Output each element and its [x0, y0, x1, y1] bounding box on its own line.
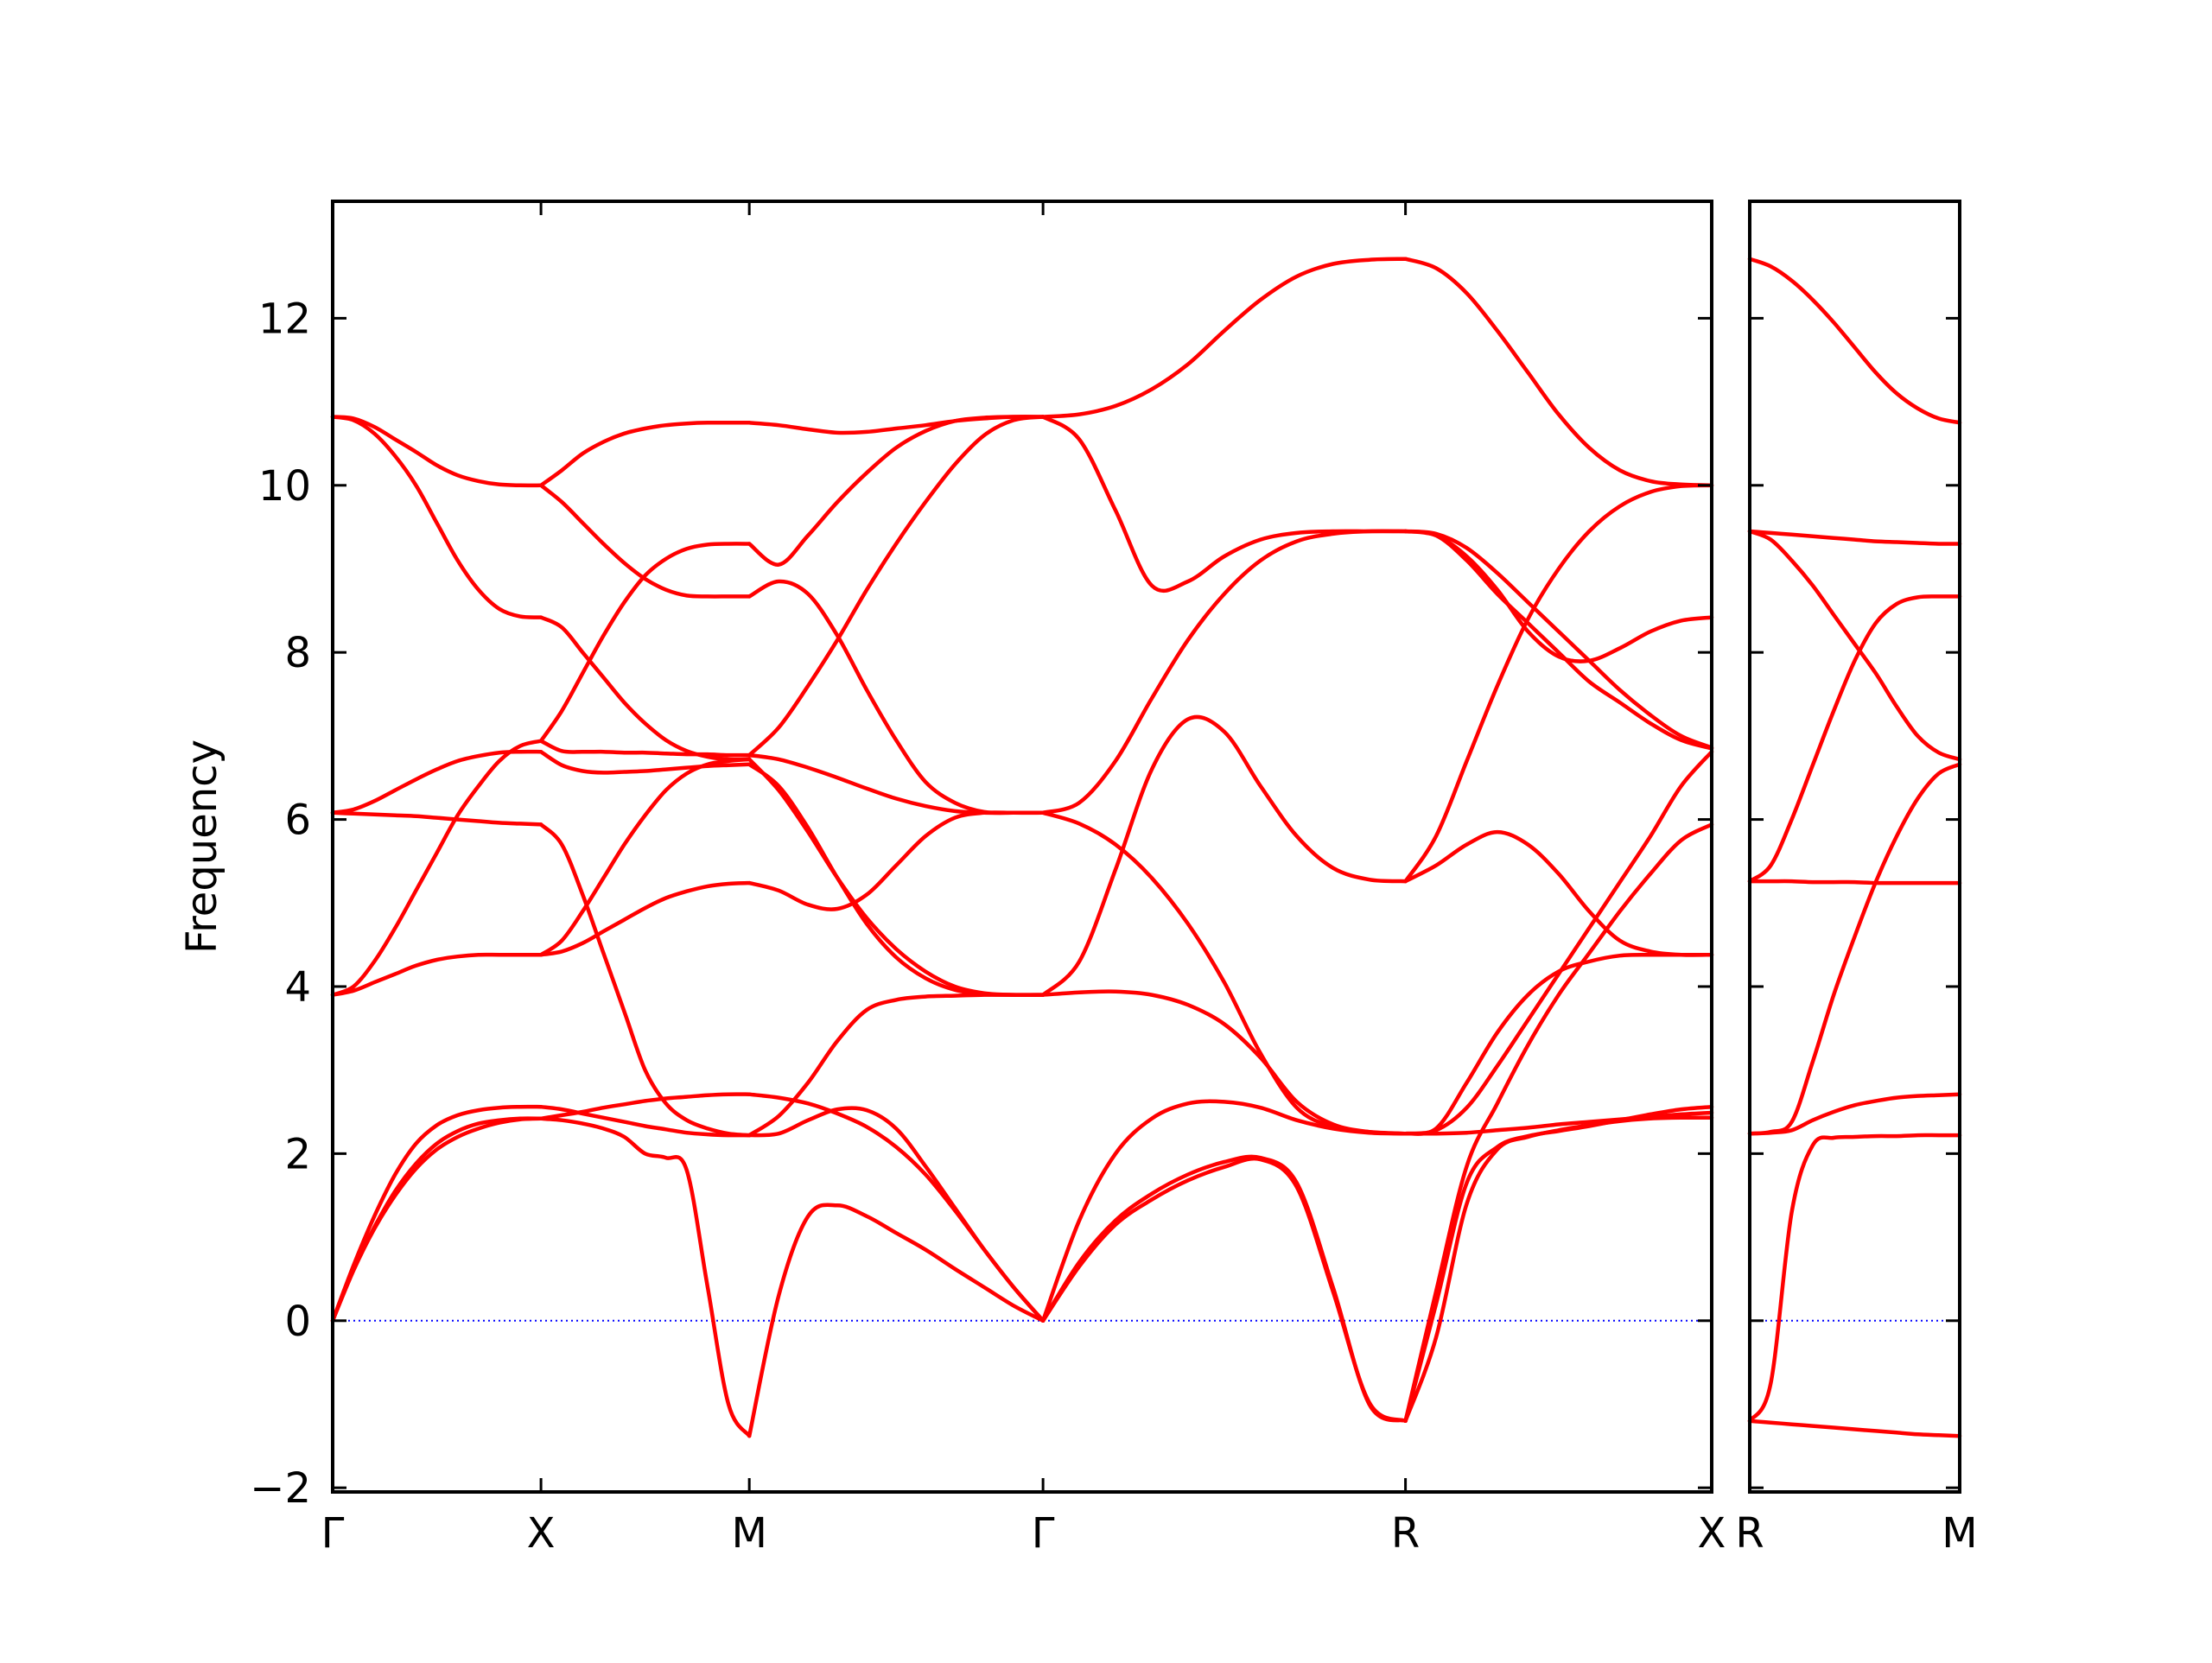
x-tick-label-main-panel-1: X	[527, 1509, 556, 1558]
phonon-band-side-panel-seg0-b5	[1747, 594, 1962, 884]
phonon-band-main-panel-seg0-b1	[330, 1116, 543, 1323]
phonon-band-main-panel-seg1-b8	[538, 542, 752, 743]
phonon-band-main-panel-seg2-b11	[747, 415, 1046, 435]
main-panel-bands	[330, 257, 1714, 1438]
phonon-band-main-panel-seg0-b3	[330, 952, 543, 997]
phonon-band-main-panel-seg3-b4	[1040, 810, 1408, 1136]
x-tick-label-main-panel-5: X	[1698, 1509, 1726, 1558]
phonon-band-main-panel-seg0-b8	[330, 415, 543, 488]
y-tick-label: 8	[284, 629, 311, 677]
phonon-band-main-panel-seg4-b6	[1403, 829, 1714, 957]
phonon-band-side-panel-seg0-b3	[1747, 762, 1962, 1136]
y-tick-label: 10	[258, 462, 311, 511]
phonon-band-main-panel-seg4-b11	[1403, 257, 1714, 488]
phonon-band-main-panel-seg0-b5	[330, 810, 543, 827]
phonon-band-main-panel-seg4-b3	[1403, 822, 1714, 1424]
phonon-band-main-panel-seg2-b6	[747, 762, 1046, 997]
phonon-band-main-panel-seg4-b1	[1403, 1104, 1714, 1424]
phonon-band-main-panel-seg1-b4	[538, 880, 752, 957]
side-panel-ticks	[1748, 201, 1961, 1492]
x-tick-label-main-panel-2: M	[731, 1509, 766, 1558]
phonon-band-main-panel-seg2-b8	[747, 415, 1046, 758]
phonon-band-main-panel-seg1-b6	[538, 749, 752, 775]
phonon-band-main-panel-seg0-b4	[330, 739, 543, 997]
x-tick-label-main-panel-3: Γ	[1032, 1509, 1055, 1558]
phonon-band-side-panel-seg0-b8	[1747, 257, 1962, 425]
phonon-band-main-panel-seg3-b8	[1040, 257, 1408, 419]
y-tick-labels: −2 0 2 4 6 8 10 12	[250, 295, 311, 1513]
phonon-band-main-panel-seg4-b8	[1403, 529, 1714, 663]
phonon-band-side-panel-seg0-b0	[1747, 1419, 1962, 1438]
y-tick-label: 4	[284, 963, 311, 1012]
side-panel-frame	[1748, 200, 1961, 1494]
phonon-band-main-panel-seg3-b1	[1040, 1156, 1408, 1424]
phonon-band-side-panel-seg0-b7	[1747, 529, 1962, 546]
phonon-band-main-panel-seg2-b9	[747, 579, 1046, 816]
phonon-band-main-panel-seg4-b9	[1403, 529, 1714, 751]
x-tick-label-side-panel-1: M	[1942, 1509, 1977, 1558]
phonon-band-main-panel-seg1-b2	[538, 1104, 752, 1138]
side-panel	[1747, 200, 1962, 1494]
y-tick-label: 0	[284, 1298, 311, 1346]
y-tick-label: 12	[258, 295, 311, 343]
phonon-band-main-panel-seg4-b10	[1403, 529, 1714, 750]
phonon-band-main-panel-seg4-b2	[1403, 1110, 1714, 1136]
phonon-band-side-panel-seg0-b2	[1747, 1092, 1962, 1136]
phonon-band-main-panel-seg0-b6	[330, 749, 543, 816]
y-tick-label: 2	[284, 1130, 311, 1178]
phonon-band-side-panel-seg0-b6	[1747, 529, 1962, 762]
phonon-band-main-panel-seg1-b7	[538, 739, 752, 758]
phonon-band-main-panel-seg2-b2	[747, 1092, 1046, 1323]
phonon-band-side-panel-seg0-b4	[1747, 879, 1962, 885]
phonon-band-side-panel-seg0-b1	[1747, 1133, 1962, 1424]
phonon-band-main-panel-seg1-b1	[538, 1116, 752, 1438]
phonon-band-main-panel-seg0-b7	[330, 415, 543, 619]
x-tick-label-side-panel-0: R	[1735, 1509, 1764, 1558]
phonon-band-main-panel-seg1-b11	[538, 420, 752, 488]
side-panel-bands	[1747, 257, 1962, 1438]
phonon-band-main-panel-seg2-b0	[747, 1203, 1046, 1438]
phonon-band-main-panel-seg1-b3	[538, 822, 752, 1138]
main-panel-frame	[331, 200, 1713, 1494]
y-tick-label: −2	[250, 1464, 311, 1513]
phonon-band-main-panel-seg3-b7	[1040, 415, 1408, 593]
x-tick-label-main-panel-0: Γ	[321, 1509, 345, 1558]
y-tick-label: 6	[284, 797, 311, 845]
main-panel	[330, 200, 1714, 1494]
phonon-band-main-panel-seg3-b5	[1040, 714, 1408, 997]
phonon-band-main-panel-seg1-b9	[538, 615, 752, 762]
phonon-band-main-panel-seg4-b4	[1403, 749, 1714, 1136]
phonon-band-main-panel-seg4-b7	[1403, 483, 1714, 884]
phonon-band-main-panel-seg1-b10	[538, 483, 752, 599]
phonon-band-main-panel-seg1-b5	[538, 757, 752, 957]
phonon-band-main-panel-seg0-b2	[330, 1104, 543, 1323]
y-axis-label: Frequency	[178, 739, 226, 954]
x-tick-label-main-panel-4: R	[1391, 1509, 1420, 1558]
